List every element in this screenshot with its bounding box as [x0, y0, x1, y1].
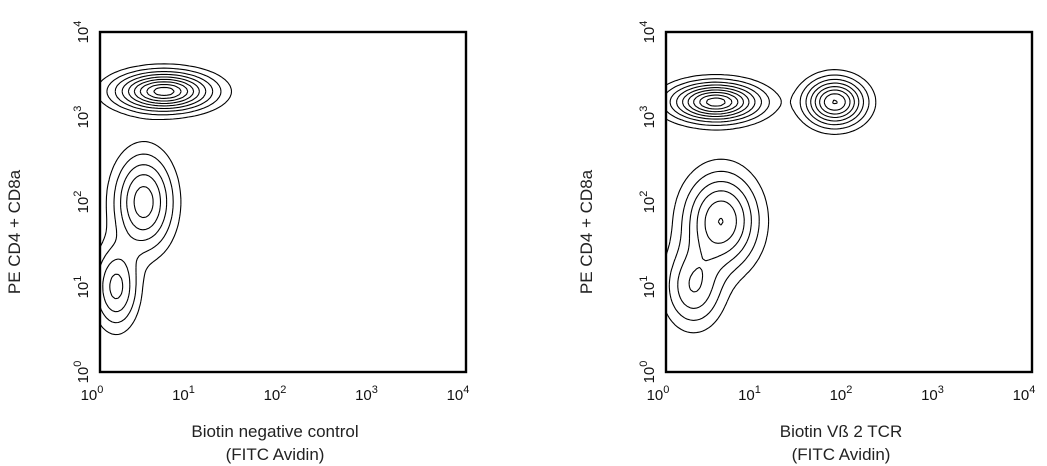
- y-axis-label: PE CD4 + CD8a: [577, 169, 596, 294]
- y-axis-label: PE CD4 + CD8a: [5, 169, 24, 294]
- x-tick-label: 100: [81, 384, 104, 404]
- x-tick-label: 104: [447, 384, 470, 404]
- x-tick-label: 104: [1013, 384, 1036, 404]
- x-axis-label: Biotin Vß 2 TCR: [780, 422, 903, 441]
- y-tick-label: 100: [638, 361, 658, 384]
- y-tick-label: 103: [72, 106, 92, 129]
- contour-group: [100, 64, 232, 335]
- contour-group: [666, 70, 876, 333]
- y-tick-label: 104: [638, 21, 658, 44]
- x-tick-label: 102: [830, 384, 853, 404]
- y-tick-label: 102: [72, 191, 92, 214]
- x-tick-label: 101: [172, 384, 195, 404]
- x-axis-label: Biotin negative control: [191, 422, 358, 441]
- contour-line-level-9: [154, 87, 175, 95]
- y-tick-label: 100: [72, 361, 92, 384]
- y-tick-label: 101: [72, 276, 92, 299]
- contour-line-level-1: [666, 70, 876, 333]
- contour-plot-right: 100 101 102 103 104 100 101 102 103 104 Biotin Vß …: [577, 21, 1035, 464]
- x-tick-label: 103: [921, 384, 944, 404]
- y-tick-label: 103: [638, 106, 658, 129]
- y-tick-label: 104: [72, 21, 92, 44]
- contour-line-level-6: [134, 79, 193, 103]
- x-tick-label: 103: [355, 384, 378, 404]
- contour-line-level-9: [706, 98, 725, 106]
- contour-plot-left: 100 101 102 103 104 100 101 102 103 104 Biotin neg…: [5, 21, 469, 464]
- y-tick-label: 102: [638, 191, 658, 214]
- x-tick-label: 101: [738, 384, 761, 404]
- contour-line-level-8: [147, 85, 182, 99]
- x-axis-sublabel: (FITC Avidin): [226, 445, 325, 464]
- y-tick-label: 101: [638, 276, 658, 299]
- x-tick-label: 102: [264, 384, 287, 404]
- x-axis-sublabel: (FITC Avidin): [792, 445, 891, 464]
- x-tick-label: 100: [647, 384, 670, 404]
- contour-line-level-4: [677, 83, 859, 292]
